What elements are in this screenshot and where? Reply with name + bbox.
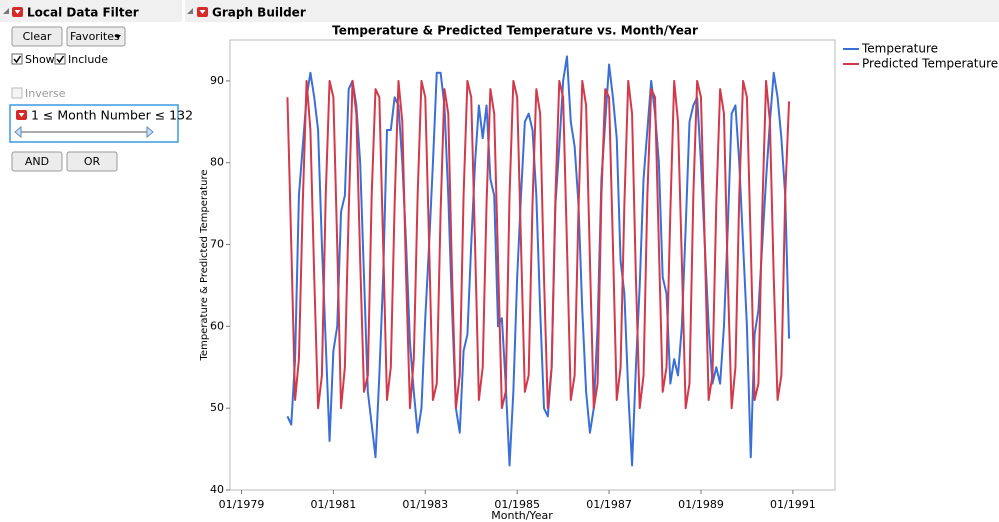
y-tick-label: 90: [210, 74, 224, 87]
y-axis-label: Temperature & Predicted Temperature: [199, 170, 210, 362]
x-tick-label: 01/1987: [586, 498, 632, 511]
slider-handles[interactable]: [14, 125, 154, 139]
y-tick-label: 80: [210, 156, 224, 169]
and-label: AND: [25, 155, 49, 168]
collapse-icon[interactable]: [3, 8, 9, 14]
show-checkbox[interactable]: [11, 53, 23, 65]
check: [13, 55, 22, 64]
include-label: Include: [68, 53, 108, 66]
x-axis-label: Month/Year: [491, 509, 553, 522]
graph-header: [185, 0, 999, 22]
x-tick-label: 01/1983: [402, 498, 448, 511]
include-checkbox[interactable]: [54, 53, 66, 65]
graph-title: Graph Builder: [212, 6, 306, 20]
favorites-button[interactable]: [66, 26, 126, 47]
filter-condition: 1 ≤ Month Number ≤ 132: [31, 108, 193, 123]
menu-arrow: [18, 113, 25, 117]
x-tick-label: 01/1989: [678, 498, 724, 511]
legend-label: Predicted Temperature: [862, 57, 998, 71]
filter-header: [0, 0, 182, 22]
y-tick-label: 70: [210, 238, 224, 251]
inverse-checkbox[interactable]: [11, 87, 23, 99]
collapse-icon[interactable]: [187, 8, 193, 14]
x-tick-label: 01/1991: [770, 498, 816, 511]
y-tick-label: 40: [210, 483, 224, 496]
y-tick-label: 50: [210, 401, 224, 414]
or-label: OR: [84, 155, 101, 168]
or-button[interactable]: [66, 151, 118, 172]
clear-label: Clear: [23, 30, 52, 43]
dropdown-arrow: [115, 35, 121, 39]
x-tick-label: 01/1985: [494, 498, 540, 511]
filter-box: [9, 104, 179, 143]
x-tick-label: 01/1981: [311, 498, 357, 511]
y-tick-label: 60: [210, 319, 224, 332]
menu-arrow: [14, 10, 21, 14]
check: [56, 55, 65, 64]
clear-button[interactable]: [11, 26, 63, 47]
chart-title: Temperature & Predicted Temperature vs. …: [332, 24, 698, 38]
inverse-label: Inverse: [25, 87, 66, 100]
and-button[interactable]: [11, 151, 63, 172]
legend-label: Temperature: [861, 42, 938, 56]
series-line: [286, 79, 791, 410]
favorites-label: Favorites: [70, 30, 120, 43]
show-label: Show: [25, 53, 55, 66]
x-tick-label: 01/1979: [219, 498, 265, 511]
menu-arrow: [199, 10, 206, 14]
filter-title: Local Data Filter: [27, 6, 139, 20]
